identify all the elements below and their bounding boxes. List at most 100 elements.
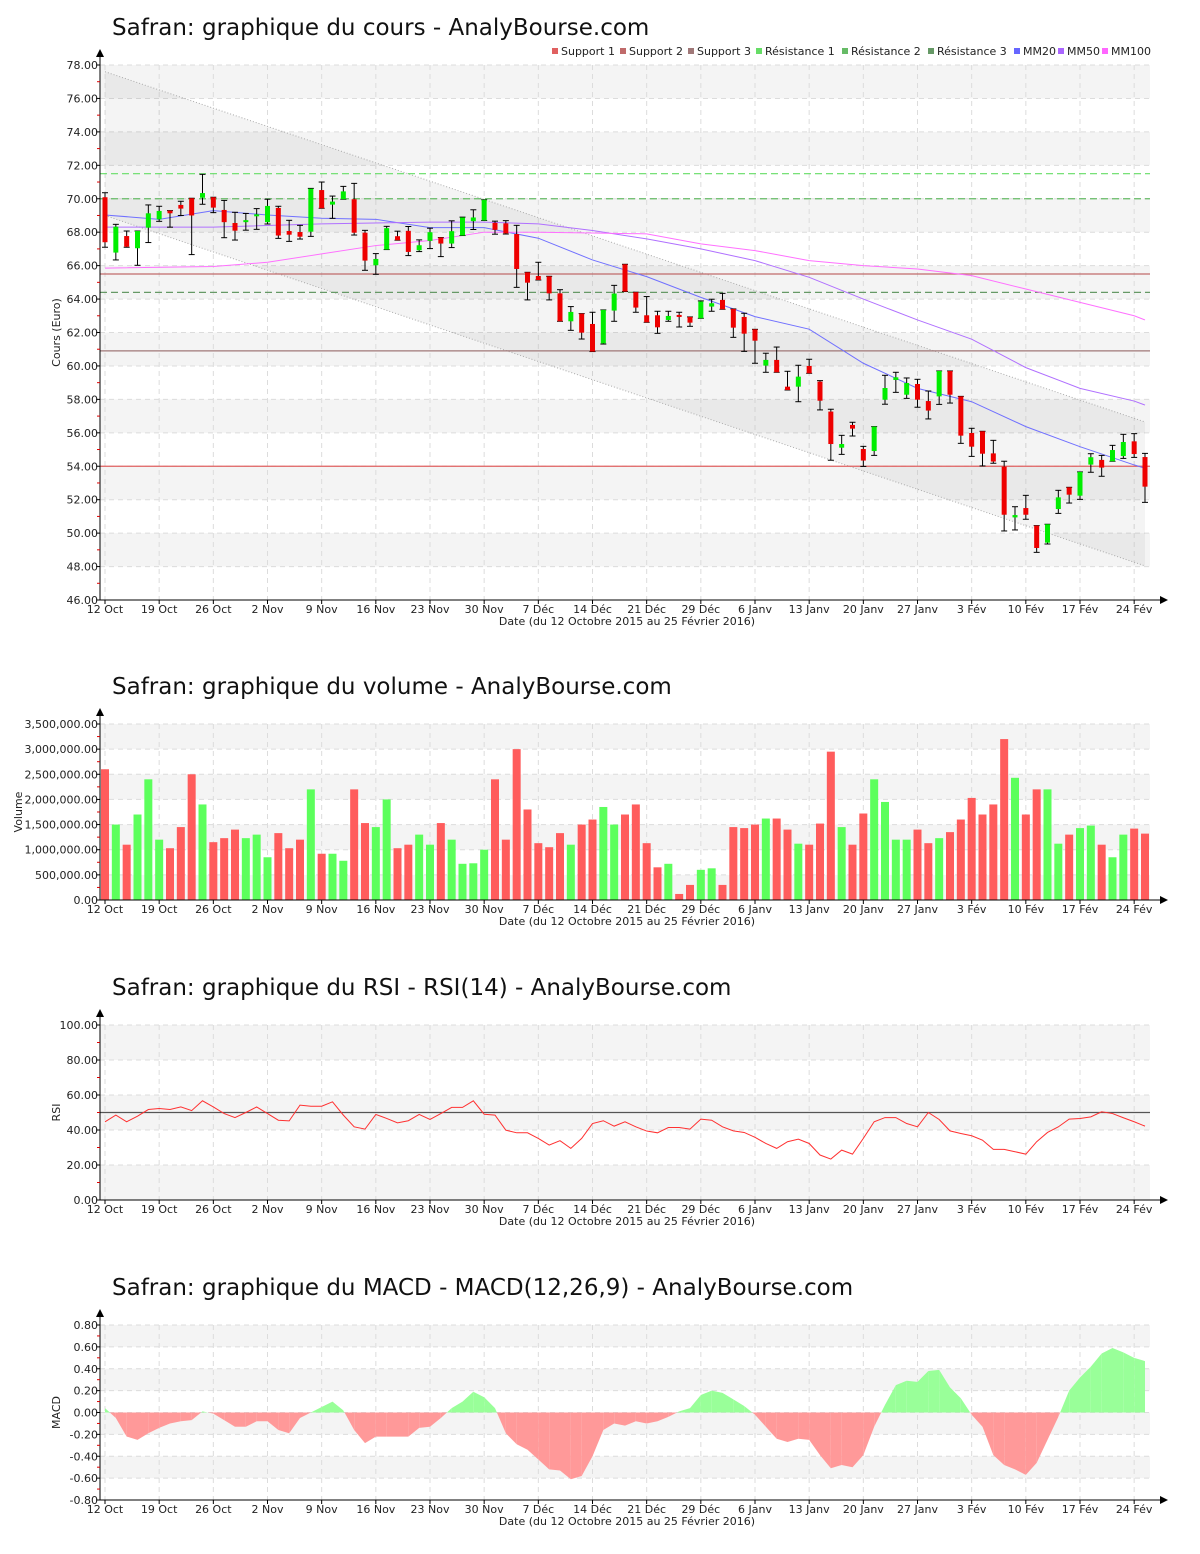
volume-bar (122, 844, 131, 900)
volume-bar (393, 848, 402, 900)
macd-positive-area (451, 1401, 463, 1413)
volume-bar (317, 853, 326, 900)
candle-body (1023, 508, 1029, 515)
macd-negative-area (408, 1412, 420, 1437)
x-tick-label: 16 Nov (356, 1503, 395, 1516)
macd-negative-area (430, 1412, 441, 1427)
x-axis-title: Date (du 12 Octobre 2015 au 25 Février 2… (499, 915, 755, 928)
volume-bar (274, 833, 283, 900)
candlestick (1001, 460, 1008, 532)
y-tick-label: 60.00 (67, 360, 99, 373)
x-tick-label: 26 Oct (195, 603, 232, 616)
macd-negative-area (148, 1412, 160, 1434)
macd-negative-area (820, 1412, 831, 1469)
candle-body (135, 231, 140, 249)
candle-body (265, 205, 270, 223)
candle-body (113, 226, 119, 253)
volume-bar (241, 838, 250, 900)
x-tick-label: 24 Fév (1116, 1203, 1153, 1216)
candlestick (1098, 454, 1105, 477)
candle-body (925, 401, 931, 411)
candlestick (741, 312, 748, 352)
candlestick (307, 187, 314, 237)
candle-body (860, 449, 866, 461)
candlestick (1077, 471, 1083, 500)
volume-bar (978, 814, 987, 900)
candlestick (719, 292, 726, 310)
candle-body (590, 323, 595, 352)
x-tick-label: 29 Déc (681, 1503, 720, 1516)
legend-item: MM100 (1102, 45, 1151, 58)
candlestick (773, 346, 780, 373)
grid-band (100, 1325, 1150, 1347)
candle-body (1055, 497, 1061, 510)
y-axis-arrow-icon (96, 1309, 104, 1317)
candlestick (405, 226, 412, 257)
volume-bar (729, 827, 738, 900)
macd-negative-area (752, 1412, 755, 1415)
grid-band (100, 1456, 1150, 1479)
macd-negative-area (863, 1412, 875, 1456)
candlestick (654, 310, 661, 334)
volume-bar (946, 832, 954, 900)
volume-bar (664, 863, 673, 900)
x-tick-label: 14 Déc (573, 1203, 612, 1216)
x-tick-label: 29 Déc (681, 603, 720, 616)
volume-bar (252, 834, 261, 900)
candle-body (156, 210, 162, 220)
volume-bar (989, 804, 998, 900)
volume-bar (501, 839, 510, 900)
y-tick-label: 500,000.00 (35, 869, 98, 882)
candle-body (481, 199, 487, 221)
legend-item: Support 3 (688, 45, 751, 58)
candle-body (535, 275, 541, 281)
macd-negative-area (657, 1412, 669, 1422)
candle-body (644, 315, 650, 323)
y-tick-label: 62.00 (67, 327, 99, 340)
y-tick-label: 0.80 (74, 1319, 99, 1332)
macd-negative-area (809, 1412, 820, 1456)
macd-negative-area (159, 1412, 170, 1428)
x-tick-label: 2 Nov (252, 603, 284, 616)
x-tick-label: 27 Janv (897, 903, 938, 916)
x-tick-label: 10 Fév (1008, 603, 1045, 616)
candlestick (383, 225, 390, 251)
candlestick (123, 230, 130, 248)
candle-body (1034, 525, 1040, 549)
y-tick-label: 66.00 (67, 260, 99, 273)
candle-body (622, 264, 628, 292)
x-tick-label: 21 Déc (627, 1203, 666, 1216)
x-axis-title: Date (du 12 Octobre 2015 au 25 Février 2… (499, 615, 755, 628)
volume-bar (1086, 825, 1095, 900)
macd-negative-area (581, 1412, 593, 1476)
x-tick-label: 19 Oct (141, 1203, 178, 1216)
macd-positive-area (895, 1380, 907, 1413)
x-tick-label: 9 Nov (306, 603, 338, 616)
grid-band (100, 131, 1150, 166)
x-tick-label: 6 Janv (738, 903, 772, 916)
candlestick (481, 199, 488, 221)
x-tick-label: 3 Fév (957, 903, 987, 916)
macd-negative-area (1015, 1412, 1026, 1475)
macd-positive-area (484, 1397, 495, 1413)
macd-positive-area (446, 1408, 452, 1413)
y-tick-label: 70.00 (67, 193, 99, 206)
candlestick (318, 181, 325, 209)
macd-positive-area (1101, 1347, 1113, 1413)
candle-body (1131, 441, 1137, 455)
legend-label: Résistance 1 (765, 45, 835, 58)
volume-bar (631, 804, 640, 900)
x-tick-label: 7 Déc (522, 1503, 554, 1516)
macd-positive-area (495, 1408, 497, 1413)
candle-body (752, 329, 758, 341)
x-tick-label: 17 Fév (1062, 1203, 1099, 1216)
candlestick (1044, 523, 1051, 545)
candlestick (492, 220, 498, 235)
candlestick (578, 313, 585, 340)
volume-bar (155, 839, 164, 900)
candle-body (243, 220, 249, 223)
volume-bar (556, 833, 564, 900)
candle-body (178, 204, 184, 209)
macd-positive-area (105, 1408, 110, 1413)
